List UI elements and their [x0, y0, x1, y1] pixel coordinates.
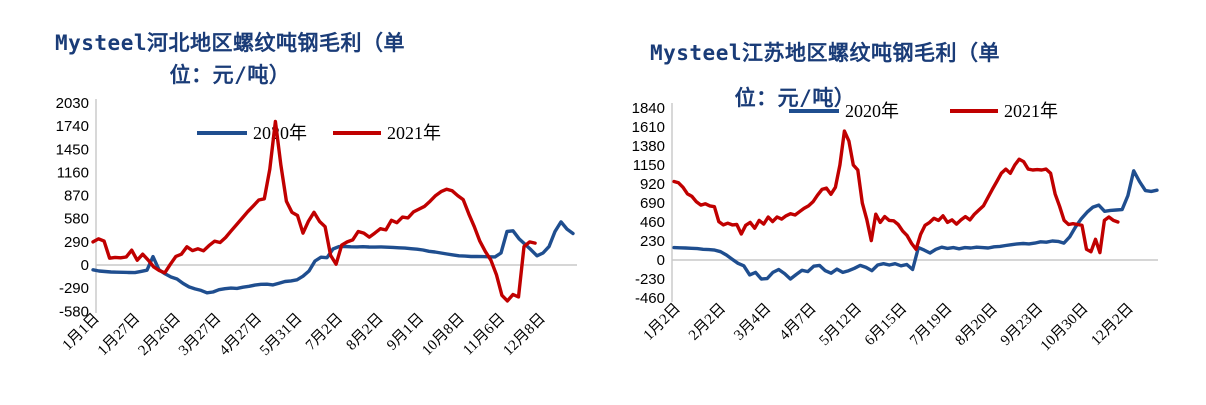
legend-line-2021-icon	[950, 109, 998, 113]
jiangsu-x-tick-label: 8月20日	[952, 301, 1000, 349]
chart-jiangsu-title-line1: Mysteel江苏地区螺纹吨钢毛利（单	[649, 41, 1000, 65]
jiangsu-x-tick-label: 7月19日	[907, 301, 955, 349]
hebei-x-tick-label: 2月26日	[135, 311, 183, 359]
hebei-y-tick-label: 1450	[56, 141, 89, 158]
legend-label-2020: 2020年	[845, 101, 899, 121]
hebei-x-tick-label: 8月2日	[344, 311, 387, 354]
hebei-x-tick-label: 1月27日	[95, 311, 143, 359]
jiangsu-series-2021年-line	[672, 129, 1120, 255]
jiangsu-y-tick-label: 0	[657, 252, 665, 269]
legend-item-2021-hebei: 2021年	[333, 123, 441, 143]
chart-hebei-title-line2: 位：元/吨）	[169, 63, 291, 87]
hebei-y-tick-label: 580	[64, 211, 89, 228]
hebei-x-tick-label: 7月2日	[303, 311, 346, 354]
hebei-y-tick-label: 1160	[57, 164, 89, 181]
jiangsu-y-tick-label: 690	[640, 195, 665, 212]
chart-hebei-title-line1: Mysteel河北地区螺纹吨钢毛利（单	[54, 31, 405, 55]
hebei-series-2021年-line	[91, 119, 537, 303]
jiangsu-y-tick-label: 460	[640, 214, 665, 231]
jiangsu-y-tick-label: 1380	[632, 138, 665, 155]
jiangsu-y-tick-label: -460	[635, 290, 665, 307]
hebei-y-tick-label: 2030	[56, 95, 89, 112]
hebei-x-tick-label: 10月8日	[419, 311, 467, 359]
jiangsu-x-tick-label: 6月15日	[862, 301, 910, 349]
jiangsu-x-tick-label: 4月7日	[777, 301, 820, 344]
jiangsu-y-tick-label: 1610	[632, 119, 665, 136]
jiangsu-y-tick-label: 1840	[632, 100, 665, 117]
legend-label-2020: 2020年	[253, 123, 307, 143]
hebei-x-tick-label: 5月31日	[257, 311, 305, 359]
hebei-series-2020年-line	[91, 220, 575, 295]
legend-line-2020-icon	[197, 131, 247, 135]
hebei-y-tick-label: 290	[64, 234, 89, 251]
jiangsu-y-tick-label: 230	[640, 233, 665, 250]
legend-label-2021: 2021年	[387, 123, 441, 143]
hebei-y-tick-label: 1740	[56, 118, 89, 135]
legend-item-2020-hebei: 2020年	[197, 123, 307, 143]
hebei-y-tick-label: 0	[81, 257, 89, 274]
jiangsu-x-tick-label: 5月12日	[817, 301, 865, 349]
jiangsu-x-tick-label: 3月4日	[731, 301, 774, 344]
legend-line-2020-icon	[789, 109, 839, 113]
legend-label-2021: 2021年	[1004, 101, 1058, 121]
jiangsu-y-tick-label: 1150	[633, 157, 665, 174]
jiangsu-x-tick-label: 12月2日	[1088, 301, 1136, 349]
hebei-y-tick-label: -580	[59, 303, 89, 320]
hebei-x-tick-label: 11月6日	[460, 311, 508, 359]
jiangsu-y-tick-label: -230	[635, 271, 665, 288]
jiangsu-x-tick-label: 10月30日	[1038, 301, 1092, 355]
jiangsu-x-tick-label: 2月2日	[686, 301, 729, 344]
hebei-x-tick-label: 3月27日	[176, 311, 224, 359]
legend-item-2020-jiangsu: 2020年	[789, 101, 899, 121]
legend-item-2021-jiangsu: 2021年	[950, 101, 1058, 121]
hebei-x-tick-label: 12月8日	[500, 311, 548, 359]
hebei-x-tick-label: 4月27日	[217, 311, 265, 359]
jiangsu-y-tick-label: 920	[640, 176, 665, 193]
legend-line-2021-icon	[333, 131, 381, 135]
hebei-y-tick-label: -290	[59, 280, 89, 297]
hebei-y-tick-label: 870	[64, 188, 89, 205]
chart-jiangsu-title-line2: 位：元/吨）	[734, 86, 856, 110]
